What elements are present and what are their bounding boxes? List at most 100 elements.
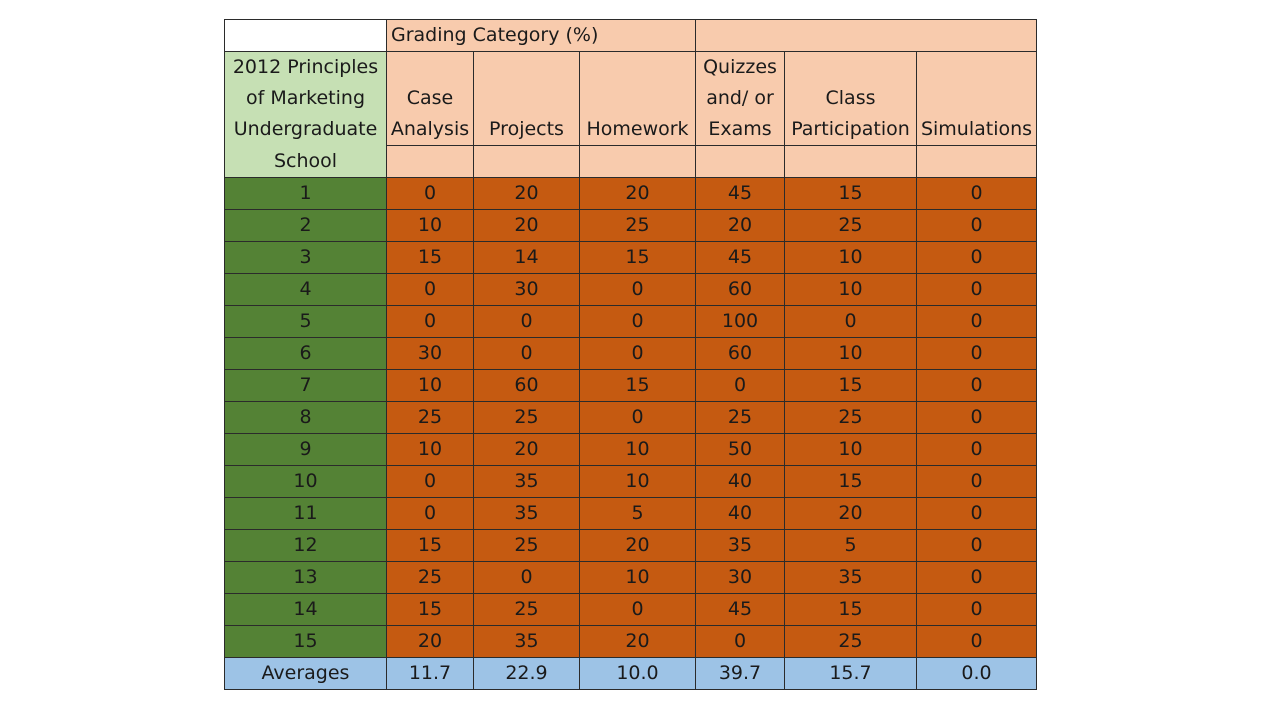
school-number: 1 — [224, 177, 387, 210]
data-cell: 60 — [695, 337, 785, 370]
column-header-line: Case — [386, 83, 474, 114]
averages-label: Averages — [224, 657, 387, 690]
column-header-empty — [579, 145, 696, 178]
data-cell: 5 — [784, 529, 917, 562]
column-header-line: Analysis — [386, 114, 474, 146]
data-cell: 14 — [473, 241, 580, 274]
data-cell: 0 — [916, 177, 1037, 210]
table-row: 15 20 35 20 0 25 0 — [224, 625, 1037, 658]
data-cell: 0 — [916, 529, 1037, 562]
column-header-empty — [386, 145, 474, 178]
data-cell: 0 — [916, 209, 1037, 242]
data-cell: 25 — [784, 625, 917, 658]
school-number: 4 — [224, 273, 387, 306]
data-cell: 15 — [784, 177, 917, 210]
data-cell: 0 — [386, 497, 474, 530]
data-cell: 20 — [784, 497, 917, 530]
column-header-line — [473, 83, 580, 114]
grading-table: Grading Category (%) 2012 Principles Quizz… — [224, 19, 1037, 690]
column-header-empty — [916, 145, 1037, 178]
column-header-empty — [695, 145, 785, 178]
data-cell: 10 — [579, 465, 696, 498]
data-cell: 10 — [784, 337, 917, 370]
data-cell: 15 — [386, 241, 474, 274]
data-cell: 40 — [695, 497, 785, 530]
data-cell: 35 — [473, 625, 580, 658]
data-cell: 25 — [473, 401, 580, 434]
school-number: 7 — [224, 369, 387, 402]
data-cell: 10 — [386, 433, 474, 466]
data-cell: 0 — [579, 593, 696, 626]
column-header-line: and/ or — [695, 83, 785, 114]
data-cell: 0 — [473, 337, 580, 370]
data-cell: 60 — [473, 369, 580, 402]
data-cell: 30 — [473, 273, 580, 306]
data-cell: 10 — [386, 369, 474, 402]
row-header-label-line: of Marketing — [224, 83, 387, 114]
table-row: 5 0 0 0 100 0 0 — [224, 305, 1037, 338]
column-header-line — [386, 51, 474, 83]
data-cell: 25 — [386, 561, 474, 594]
data-cell: 10 — [386, 209, 474, 242]
data-cell: 0 — [916, 465, 1037, 498]
data-cell: 35 — [473, 497, 580, 530]
school-number: 8 — [224, 401, 387, 434]
data-cell: 100 — [695, 305, 785, 338]
school-number: 10 — [224, 465, 387, 498]
data-cell: 25 — [473, 529, 580, 562]
average-value: 22.9 — [473, 657, 580, 690]
data-cell: 15 — [784, 465, 917, 498]
title-row: Grading Category (%) — [224, 19, 1037, 52]
data-cell: 15 — [784, 369, 917, 402]
school-number: 12 — [224, 529, 387, 562]
table-row: 4 0 30 0 60 10 0 — [224, 273, 1037, 306]
table-row: 12 15 25 20 35 5 0 — [224, 529, 1037, 562]
table-row: 9 10 20 10 50 10 0 — [224, 433, 1037, 466]
table-row: 3 15 14 15 45 10 0 — [224, 241, 1037, 274]
column-header-empty — [784, 145, 917, 178]
data-cell: 20 — [473, 177, 580, 210]
table-row: 14 15 25 0 45 15 0 — [224, 593, 1037, 626]
data-cell: 20 — [386, 625, 474, 658]
data-cell: 0 — [916, 369, 1037, 402]
column-header-line: Homework — [579, 114, 696, 146]
data-cell: 0 — [386, 305, 474, 338]
data-cell: 0 — [916, 433, 1037, 466]
data-cell: 15 — [386, 593, 474, 626]
data-cell: 0 — [386, 465, 474, 498]
average-value: 10.0 — [579, 657, 696, 690]
data-cell: 15 — [386, 529, 474, 562]
column-header-line: Projects — [473, 114, 580, 146]
data-cell: 20 — [473, 433, 580, 466]
data-cell: 5 — [579, 497, 696, 530]
column-header-empty — [473, 145, 580, 178]
column-header-line: Simulations — [916, 114, 1037, 146]
row-header-label-line: 2012 Principles — [224, 51, 387, 83]
data-cell: 0 — [916, 273, 1037, 306]
data-cell: 0 — [916, 593, 1037, 626]
data-cell: 30 — [386, 337, 474, 370]
column-header-line — [579, 83, 696, 114]
data-cell: 0 — [916, 497, 1037, 530]
corner-cell — [224, 19, 387, 52]
column-header-line: Quizzes — [695, 51, 785, 83]
school-number: 6 — [224, 337, 387, 370]
data-cell: 0 — [579, 401, 696, 434]
table-row: 6 30 0 0 60 10 0 — [224, 337, 1037, 370]
data-cell: 20 — [473, 209, 580, 242]
column-header-line: Exams — [695, 114, 785, 146]
data-cell: 20 — [695, 209, 785, 242]
table-row: 10 0 35 10 40 15 0 — [224, 465, 1037, 498]
header-row: of Marketing Case and/ or Class — [224, 83, 1037, 114]
data-cell: 20 — [579, 529, 696, 562]
school-number: 13 — [224, 561, 387, 594]
data-cell: 25 — [473, 593, 580, 626]
data-cell: 15 — [579, 241, 696, 274]
data-cell: 45 — [695, 241, 785, 274]
table-row: 8 25 25 0 25 25 0 — [224, 401, 1037, 434]
table-row: 2 10 20 25 20 25 0 — [224, 209, 1037, 242]
data-cell: 10 — [579, 561, 696, 594]
row-header-label-line: School — [224, 145, 387, 178]
column-header-line — [579, 51, 696, 83]
header-row: Undergraduate Analysis Projects Homework Exa… — [224, 114, 1037, 146]
